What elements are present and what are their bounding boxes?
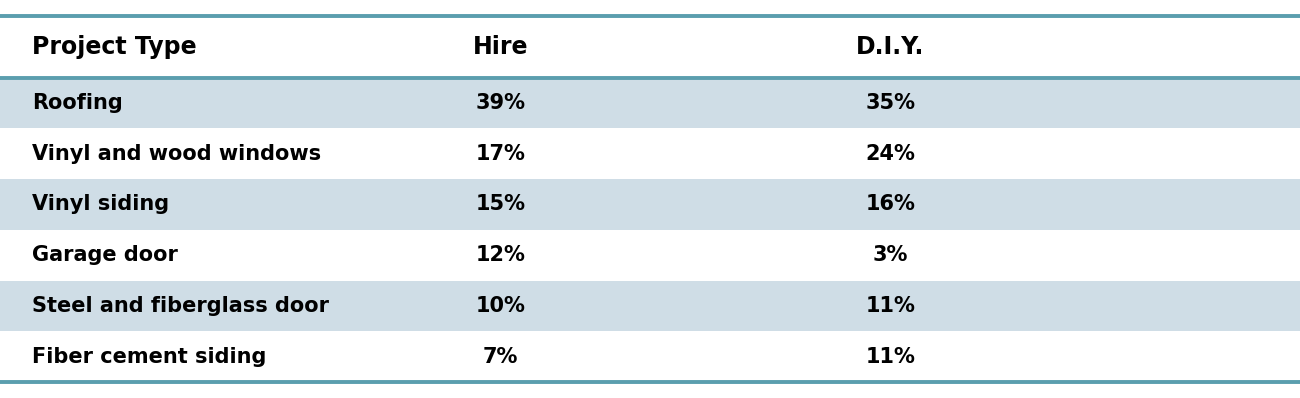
Text: 17%: 17% — [476, 144, 525, 164]
Text: 3%: 3% — [872, 245, 909, 265]
Text: 24%: 24% — [866, 144, 915, 164]
Text: 39%: 39% — [476, 93, 525, 113]
Bar — [0, 281, 1300, 331]
Bar — [0, 128, 1300, 179]
Bar — [0, 78, 1300, 128]
Text: 10%: 10% — [476, 296, 525, 316]
Text: Hire: Hire — [473, 35, 528, 59]
Text: 11%: 11% — [866, 347, 915, 367]
Text: 7%: 7% — [482, 347, 519, 367]
Bar — [0, 230, 1300, 281]
Text: 11%: 11% — [866, 296, 915, 316]
Text: Steel and fiberglass door: Steel and fiberglass door — [32, 296, 329, 316]
Bar — [0, 179, 1300, 230]
Text: Vinyl siding: Vinyl siding — [32, 195, 169, 215]
Text: 12%: 12% — [476, 245, 525, 265]
Text: 35%: 35% — [866, 93, 915, 113]
Text: Fiber cement siding: Fiber cement siding — [32, 347, 266, 367]
Text: 15%: 15% — [476, 195, 525, 215]
Text: Roofing: Roofing — [32, 93, 124, 113]
Text: 16%: 16% — [866, 195, 915, 215]
Bar — [0, 331, 1300, 382]
Text: Project Type: Project Type — [32, 35, 198, 59]
Bar — [0, 16, 1300, 78]
Text: Vinyl and wood windows: Vinyl and wood windows — [32, 144, 321, 164]
Text: D.I.Y.: D.I.Y. — [857, 35, 924, 59]
Text: Garage door: Garage door — [32, 245, 178, 265]
